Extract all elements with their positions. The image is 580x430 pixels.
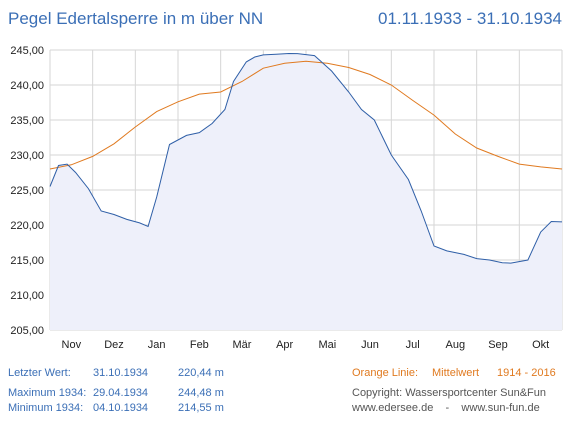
x-tick-label: Mär [233, 339, 252, 351]
x-tick-label: Feb [190, 339, 209, 351]
x-tick-label: Sep [488, 339, 508, 351]
x-tick-label: Aug [446, 339, 466, 351]
mean-level-line [49, 60, 563, 170]
stat-value: 214,55 m [178, 402, 224, 414]
y-tick-label: 235,00 [10, 115, 44, 127]
y-tick-label: 240,00 [10, 80, 44, 92]
x-tick-label: Okt [532, 339, 549, 351]
copyright-text: Copyright: Wassersportcenter Sun&Fun [352, 387, 547, 399]
x-tick-label: Jul [406, 339, 420, 351]
stat-date: 29.04.1934 [93, 387, 149, 399]
x-tick-label: Nov [62, 339, 82, 351]
website-links: www.edersee.de - www.sun-fun.de [352, 402, 540, 414]
stat-value: 244,48 m [178, 387, 224, 399]
actual-level-area [50, 53, 562, 330]
stat-label: Minimum 1934: [8, 402, 84, 414]
legend-label: Orange Linie: [352, 367, 419, 379]
chart-period: 01.11.1933 - 31.10.1934 [377, 9, 562, 28]
x-tick-label: Apr [276, 339, 293, 351]
stat-label: Letzter Wert: [8, 367, 71, 379]
actual-level-line [49, 52, 563, 264]
y-tick-label: 225,00 [10, 185, 44, 197]
stat-label: Maximum 1934: [8, 387, 87, 399]
stat-value: 220,44 m [178, 367, 224, 379]
y-tick-label: 210,00 [10, 290, 44, 302]
x-tick-label: Mai [318, 339, 336, 351]
y-tick-label: 215,00 [10, 255, 44, 267]
stat-date: 31.10.1934 [93, 367, 149, 379]
x-tick-label: Dez [104, 339, 124, 351]
x-tick-label: Jun [361, 339, 379, 351]
legend-years: 1914 - 2016 [497, 367, 556, 379]
x-tick-label: Jan [148, 339, 166, 351]
legend-name: Mittelwert [432, 367, 480, 379]
y-tick-label: 220,00 [10, 220, 44, 232]
y-tick-label: 230,00 [10, 150, 44, 162]
x-axis-ticks: Nov Dez Jan Feb Mär Apr Mai Jun Jul Aug Sep Okt [62, 339, 550, 351]
y-tick-label: 245,00 [10, 45, 44, 57]
stat-date: 04.10.1934 [93, 402, 149, 414]
y-tick-label: 205,00 [10, 325, 44, 337]
y-axis-ticks: 205,00 210,00 215,00 220,00 225,00 230,00 235,… [10, 45, 44, 337]
pegel-chart: 205,00 210,00 215,00 220,00 225,00 230,00 235,… [10, 45, 563, 351]
chart-title: Pegel Edertalsperre in m über NN [8, 9, 264, 28]
